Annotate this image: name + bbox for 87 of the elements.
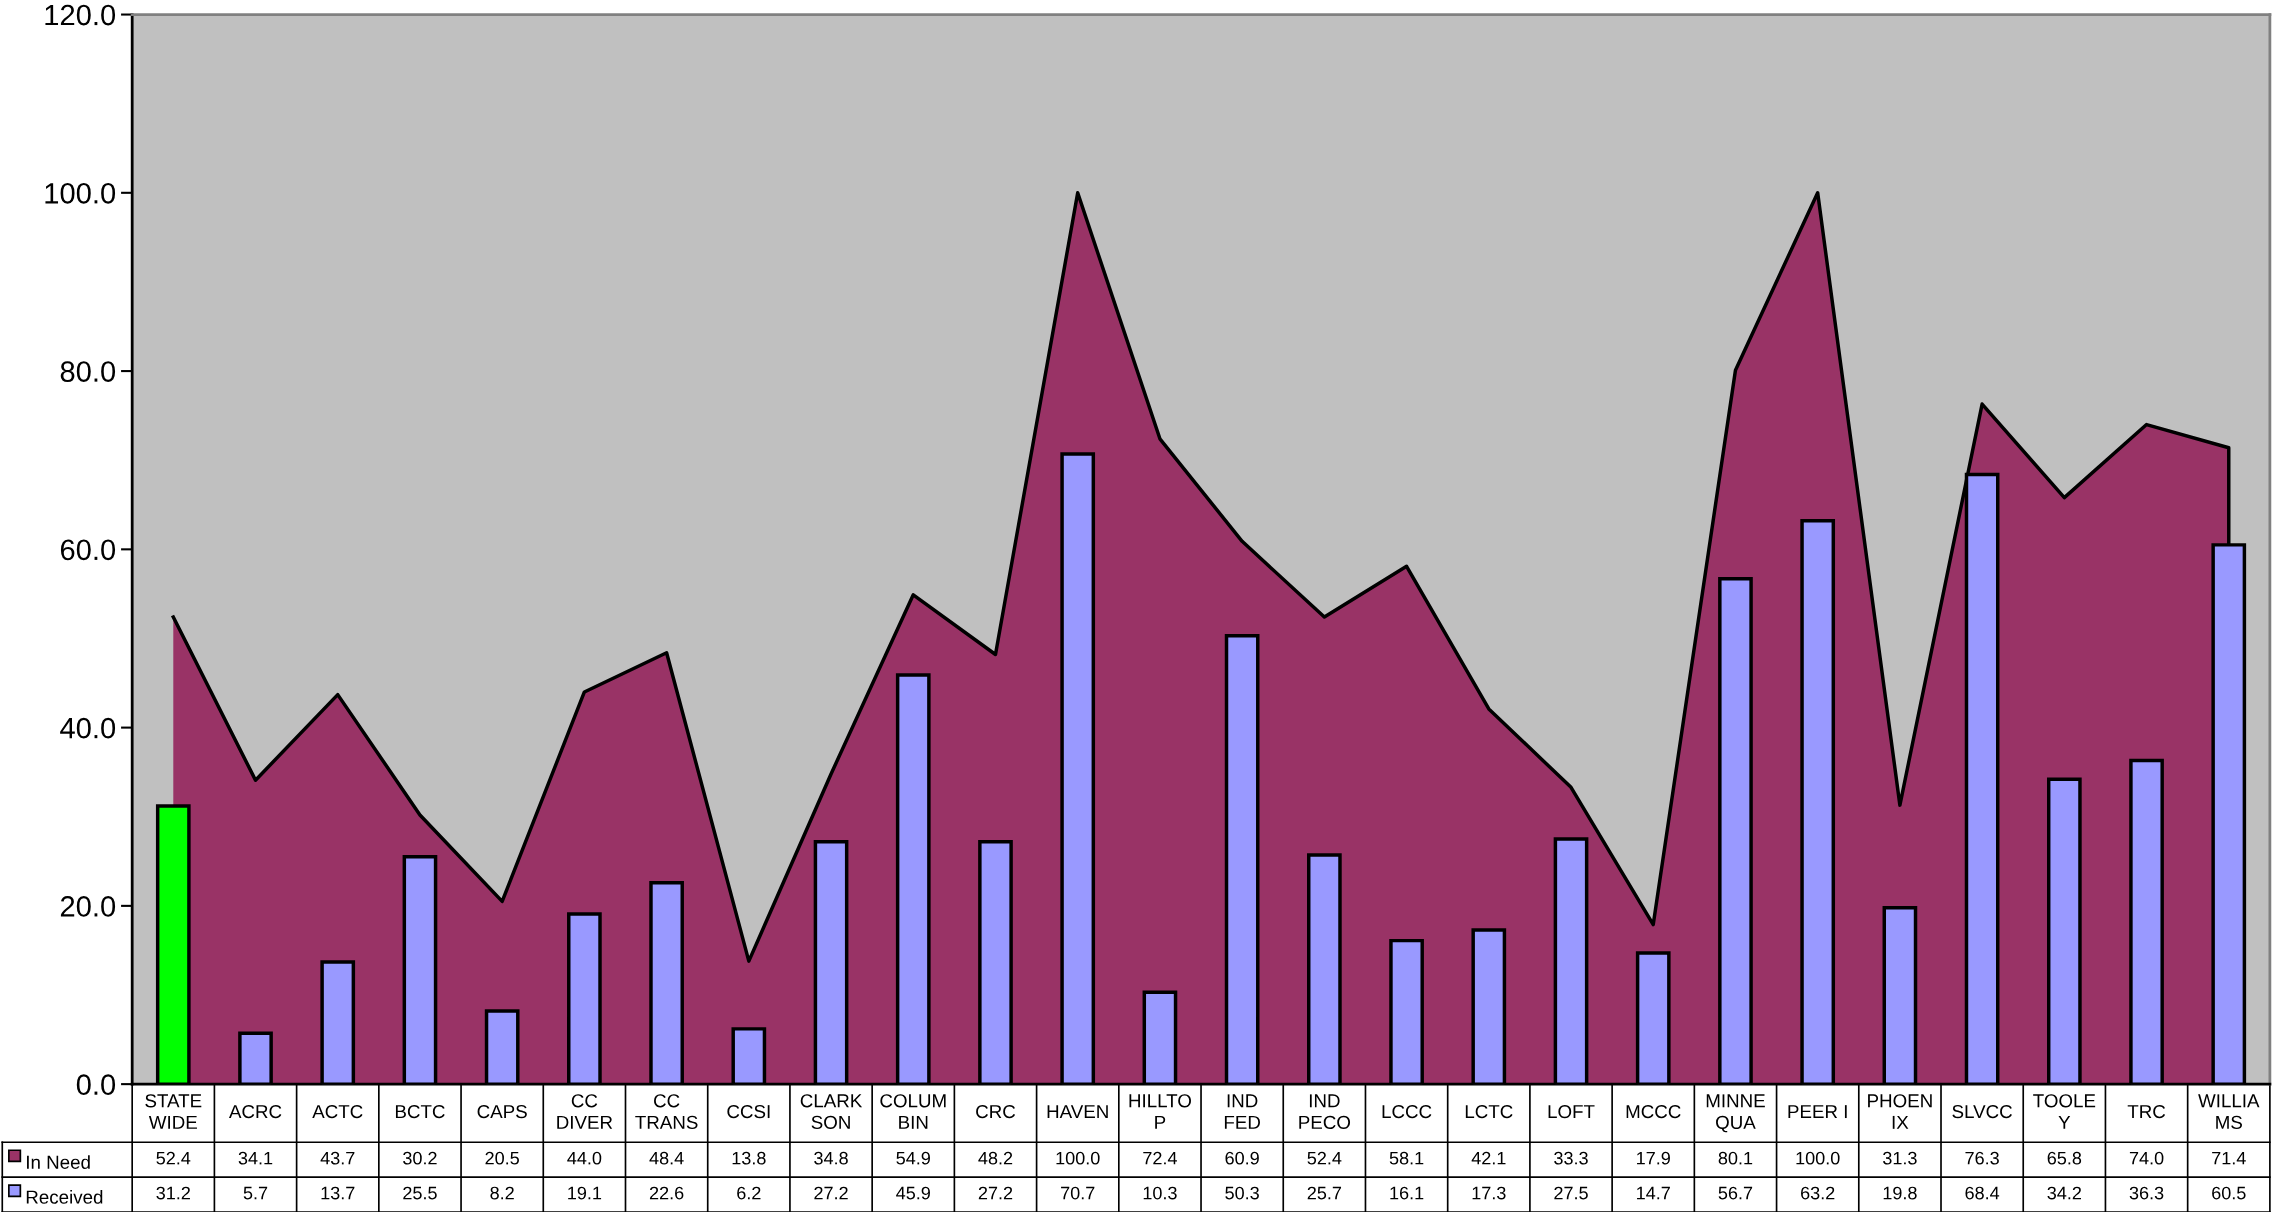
data-label: 31.3 — [1883, 1151, 1917, 1165]
data-label: 19.8 — [1883, 1186, 1917, 1200]
x-tick-label: STATE WIDE — [145, 1094, 202, 1129]
x-tick-label: COLUM BIN — [880, 1094, 946, 1129]
x-tick-label: IND PECO — [1299, 1094, 1351, 1130]
data-label: 27.2 — [814, 1186, 848, 1200]
x-tick-label: CAPS — [477, 1104, 527, 1119]
x-tick-label: CC DIVER — [557, 1094, 613, 1129]
data-label: 34.2 — [2047, 1186, 2081, 1200]
y-tick-label: 20.0 — [60, 896, 116, 917]
data-label: 8.2 — [490, 1186, 514, 1200]
x-tick-label: WILLIA MS — [2198, 1094, 2260, 1130]
data-label: 70.7 — [1061, 1186, 1095, 1200]
data-label: 65.8 — [2047, 1151, 2082, 1165]
data-label: 63.2 — [1801, 1186, 1835, 1200]
y-tick-label: 60.0 — [60, 539, 116, 561]
x-tick-label: HILLTO P — [1129, 1094, 1191, 1129]
x-tick-label: TOOLE Y — [2033, 1094, 2096, 1129]
data-label: 5.7 — [243, 1186, 268, 1200]
data-label: 34.1 — [238, 1151, 273, 1165]
x-tick-label: TRC — [2127, 1104, 2166, 1119]
x-tick-label: ACRC — [228, 1104, 282, 1119]
data-label: 80.1 — [1718, 1151, 1753, 1165]
data-label: 14.7 — [1637, 1186, 1670, 1200]
x-tick-label: MCCC — [1626, 1104, 1681, 1119]
data-label: 13.8 — [732, 1151, 766, 1165]
y-tick-label: 80.0 — [60, 361, 116, 382]
data-label: 6.2 — [737, 1186, 761, 1200]
x-tick-label: CRC — [976, 1104, 1016, 1119]
data-label: 58.1 — [1389, 1151, 1424, 1165]
data-label: 48.4 — [649, 1151, 684, 1165]
data-label: 42.1 — [1471, 1151, 1506, 1165]
x-tick-label: CCSI — [727, 1104, 770, 1119]
data-label: 43.7 — [320, 1151, 355, 1165]
x-tick-label: LOFT — [1548, 1104, 1595, 1119]
data-label: 76.3 — [1965, 1151, 1999, 1165]
x-tick-label: SLVCC — [1952, 1104, 2012, 1119]
data-label: 27.2 — [978, 1186, 1013, 1200]
data-label: 71.4 — [2212, 1151, 2246, 1165]
data-label: 10.3 — [1143, 1186, 1177, 1200]
x-tick-label: CLARK SON — [800, 1094, 863, 1130]
legend-label: Received — [26, 1190, 103, 1204]
data-label: 48.2 — [978, 1151, 1013, 1165]
data-label: 30.2 — [403, 1151, 437, 1165]
data-label: 19.1 — [568, 1186, 602, 1200]
data-label: 20.5 — [485, 1151, 519, 1165]
data-label: 100.0 — [1056, 1151, 1100, 1165]
data-label: 17.3 — [1472, 1186, 1506, 1200]
data-label: 60.5 — [2212, 1186, 2246, 1200]
x-tick-label: PEER I — [1788, 1105, 1847, 1119]
data-label: 54.9 — [896, 1151, 930, 1165]
x-tick-label: CC TRANS — [635, 1094, 698, 1130]
data-label: 36.3 — [2129, 1186, 2164, 1200]
data-label: 33.3 — [1554, 1151, 1588, 1165]
data-label: 100.0 — [1796, 1151, 1840, 1165]
data-label: 56.7 — [1718, 1186, 1753, 1200]
x-tick-label: IND FED — [1224, 1094, 1260, 1129]
x-tick-label: LCCC — [1382, 1104, 1432, 1119]
x-tick-label: MINNE QUA — [1706, 1094, 1765, 1133]
data-label: 34.8 — [814, 1151, 848, 1165]
data-label: 25.5 — [403, 1186, 437, 1200]
x-tick-label: HAVEN — [1047, 1105, 1108, 1119]
data-label: 68.4 — [1965, 1186, 2000, 1200]
y-tick-label: 100.0 — [45, 183, 116, 204]
data-label: 50.3 — [1225, 1186, 1259, 1200]
data-label: 52.4 — [156, 1151, 191, 1165]
y-tick-label: 40.0 — [60, 717, 116, 739]
data-label: 60.9 — [1225, 1151, 1259, 1165]
legend-label: In Need — [27, 1155, 90, 1169]
data-label: 74.0 — [2129, 1151, 2164, 1165]
data-label: 22.6 — [649, 1186, 684, 1200]
data-label: 16.1 — [1390, 1186, 1424, 1200]
data-label: 45.9 — [896, 1186, 930, 1200]
data-label: 52.4 — [1307, 1151, 1342, 1165]
x-tick-label: PHOEN IX — [1868, 1094, 1932, 1129]
y-tick-label: 120.0 — [45, 4, 116, 26]
x-tick-label: BCTC — [395, 1104, 445, 1119]
data-label: 31.2 — [156, 1186, 190, 1200]
x-tick-label: ACTC — [312, 1104, 363, 1119]
data-label: 72.4 — [1143, 1151, 1177, 1165]
y-tick-label: 0.0 — [76, 1074, 116, 1095]
x-tick-label: LCTC — [1465, 1104, 1513, 1119]
data-label: 13.7 — [321, 1186, 355, 1200]
data-label: 25.7 — [1307, 1186, 1342, 1200]
data-label: 17.9 — [1637, 1151, 1670, 1165]
data-label: 44.0 — [567, 1151, 602, 1165]
data-label: 27.5 — [1554, 1186, 1588, 1200]
